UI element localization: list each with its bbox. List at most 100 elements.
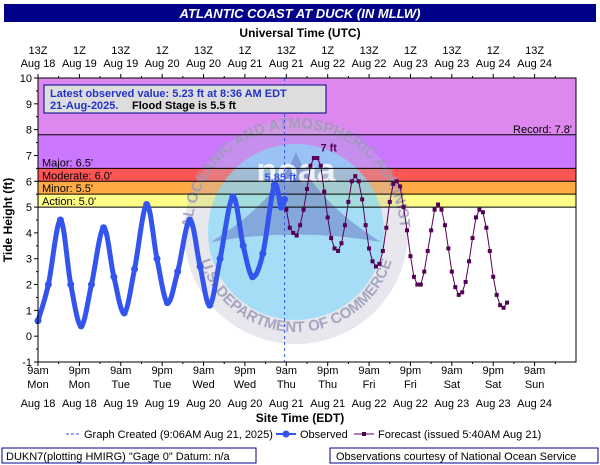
annotation-label: 7 ft [320,142,337,154]
forecast-point [363,223,368,228]
forecast-point [439,207,444,212]
bottom-tick-date: Aug 23 [434,398,469,410]
forecast-point [384,225,389,230]
bottom-tick-time: 9am [193,365,214,377]
forecast-point [305,187,309,192]
top-tick-date: Aug 22 [310,58,345,70]
forecast-point [367,246,372,251]
chart-title: ATLANTIC COAST AT DUCK (IN MLLW) [179,6,421,21]
observed-point [131,265,139,273]
bottom-axis-title: Site Time (EDT) [256,411,344,425]
forecast-point [356,179,361,184]
watermark-logo-text: noaa [256,152,336,190]
forecast-point [463,279,468,284]
observed-point [87,281,95,289]
top-tick-date: Aug 21 [227,58,262,70]
forecast-point [505,300,510,305]
observed-point [259,250,267,258]
top-tick-label: 13Z [111,45,130,57]
y-tick-label: 2 [26,280,32,292]
y-tick-label: 5 [26,202,32,214]
top-tick-date: Aug 21 [269,58,304,70]
legend-observed: Observed [300,429,348,441]
y-tick-label: 4 [26,228,32,240]
footer-right-box [329,447,599,464]
footer-left: DUKN7(plotting HMIRG) "Gage 0" Datum: n/… [6,451,230,463]
forecast-point [318,163,323,168]
stage-labels: Record: 7.8' Major: 6.5'Moderate: 6.0'Min… [42,124,572,208]
observed-point [163,299,171,307]
forecast-point [291,230,296,235]
bottom-tick-date: Aug 23 [476,398,511,410]
y-tick-label: 7 [26,150,32,162]
y-axis-title: Tide Height (ft) [1,178,15,262]
top-tick-label: 1Z [321,45,334,57]
info-flood-stage: Flood Stage is 5.5 ft [132,100,236,112]
y-tick-label: 6 [26,176,32,188]
bottom-tick-date: Aug 22 [393,398,428,410]
forecast-point [477,207,482,212]
forecast-point [429,228,434,233]
forecast-point [411,274,416,279]
forecast-point [401,205,406,210]
bottom-tick-time: 9pm [317,365,338,377]
bottom-tick-day: Sat [485,379,502,391]
stage-label: Moderate: 6.0' [42,170,112,182]
forecast-point [491,274,496,279]
observed-point [186,216,194,224]
y-tick-label: 0 [26,331,32,343]
bottom-tick-date: Aug 24 [517,398,552,410]
bottom-tick-date: Aug 21 [269,398,304,410]
observed-point [44,281,52,289]
forecast-point [498,303,503,308]
bottom-tick-day: Mon [69,379,90,391]
forecast-point [311,156,316,161]
forecast-point [332,246,337,251]
bottom-tick-day: Wed [234,379,256,391]
top-tick-date: Aug 20 [145,58,180,70]
top-tick-date: Aug 23 [393,58,428,70]
forecast-point [467,259,472,264]
stage-label: Minor: 5.5' [42,183,93,195]
forecast-point [336,248,341,253]
observed-point [174,268,182,276]
top-tick-label: 1Z [73,45,86,57]
bottom-tick-time: 9pm [234,365,255,377]
bottom-tick-time: 9am [441,365,462,377]
info-box [43,84,327,114]
bottom-tick-time: 9pm [151,365,172,377]
forecast-point [487,248,492,253]
forecast-point [422,269,427,274]
forecast-point [470,236,475,241]
top-tick-label: 1Z [404,45,417,57]
observed-point [77,322,85,330]
top-tick-date: Aug 24 [476,58,511,70]
forecast-point [322,189,327,194]
bottom-tick-day: Sat [444,379,461,391]
observed-point [196,262,204,270]
forecast-point [377,261,382,266]
stage-label: Major: 6.5' [42,157,93,169]
forecast-point [301,207,306,212]
forecast-point [353,174,358,179]
bottom-tick-date: Aug 19 [145,398,180,410]
observed-point [153,255,161,263]
bottom-tick-day: Mon [27,379,48,391]
forecast-point [480,210,485,215]
top-tick-label: 1Z [239,45,252,57]
top-tick-date: Aug 24 [517,58,552,70]
forecast-point [315,156,320,161]
y-tick-label: 8 [26,125,32,137]
y-tick-label: -1 [22,357,32,369]
top-tick-label: 13Z [525,45,544,57]
top-tick-label: 13Z [442,45,461,57]
forecast-point [394,179,399,184]
forecast-point [287,225,292,230]
forecast-point [308,163,313,168]
forecast-point [494,292,499,297]
forecast-point [398,184,403,189]
bottom-tick-day: Tue [111,379,130,391]
